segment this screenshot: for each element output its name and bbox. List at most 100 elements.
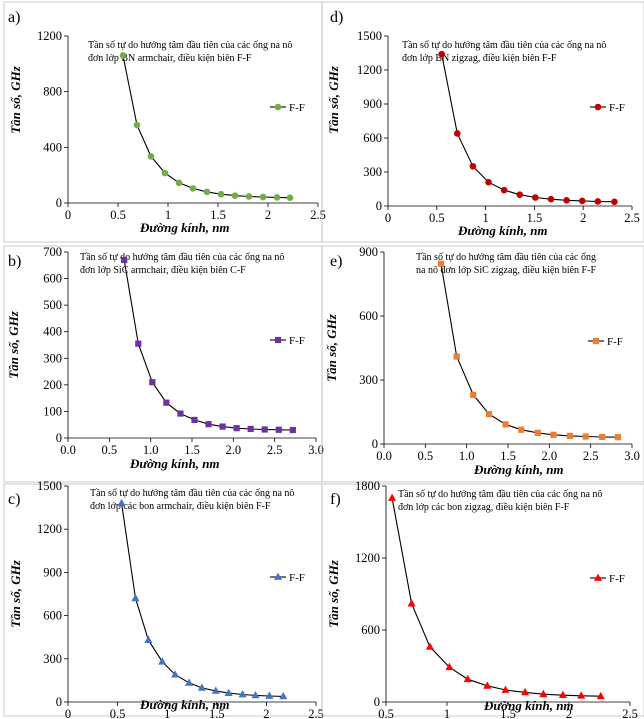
data-point: [611, 198, 618, 206]
chart-panel: c) 0 300 600 900 1200 1500 0 0.5 1 1.5 2 2.5 Đường kí…: [3, 479, 324, 719]
data-point: [289, 426, 296, 434]
x-tick-label: 1: [482, 211, 488, 225]
legend-marker: [273, 572, 283, 580]
y-tick-label: 300: [363, 165, 382, 179]
data-point: [135, 340, 142, 347]
data-point: [147, 153, 155, 160]
data-point: [594, 198, 602, 205]
y-tick-label: 700: [43, 245, 62, 259]
chart-annotation: Tần số tự do hướng tâm đầu tiên của các …: [402, 40, 606, 51]
x-tick-label: 1: [165, 208, 171, 222]
data-point: [184, 678, 194, 686]
legend-label: F-F: [289, 102, 305, 114]
x-tick-label: 2: [263, 707, 269, 719]
data-point: [265, 691, 274, 699]
panel-label: e): [330, 253, 342, 270]
y-tick-label: 900: [363, 97, 382, 111]
data-point: [388, 493, 397, 501]
data-point: [149, 379, 156, 386]
x-tick-label: 2: [566, 707, 572, 719]
x-axis-title: Đường kính, nm: [139, 220, 230, 235]
x-tick-label: 1.5: [184, 443, 200, 457]
data-point: [463, 674, 472, 683]
x-tick-label: 1.0: [459, 449, 475, 463]
y-axis-title: Tần số, GHz: [324, 313, 339, 381]
legend-marker: [594, 103, 602, 111]
x-tick-label: 0: [385, 211, 391, 225]
data-point: [161, 169, 169, 177]
data-point: [438, 50, 445, 58]
data-point: [189, 185, 197, 192]
x-axis-title: Đường kính, nm: [129, 456, 220, 471]
x-tick-label: 0.0: [376, 449, 392, 463]
chart-annotation: Tần số tự do hướng tâm đầu tiên của các …: [416, 252, 596, 263]
x-tick-label: 2.5: [310, 208, 326, 222]
data-point: [558, 690, 567, 699]
panel-label: b): [8, 253, 21, 270]
data-point: [144, 635, 153, 643]
y-tick-label: 600: [359, 309, 378, 323]
data-point: [532, 194, 539, 201]
legend-marker: [274, 336, 282, 344]
x-tick-label: 1.5: [209, 707, 225, 719]
data-point: [158, 657, 167, 665]
x-tick-label: 2.5: [624, 211, 640, 225]
y-tick-label: 1200: [37, 29, 62, 43]
data-point: [469, 163, 477, 170]
y-tick-label: 600: [43, 272, 62, 286]
chart-annotation: đơn lớp các bon armchair, điều kiện biên…: [90, 501, 271, 512]
x-tick-label: 1.5: [500, 707, 516, 719]
data-point: [550, 431, 557, 438]
x-tick-label: 0: [65, 707, 71, 719]
legend-marker: [274, 103, 282, 111]
chart-annotation: đơn lớp BN armchair, điều kiện biên F-F: [88, 53, 252, 64]
data-point: [599, 433, 606, 441]
data-point: [566, 432, 574, 439]
y-tick-label: 300: [359, 373, 378, 387]
x-tick-label: 1.5: [500, 449, 516, 463]
y-tick-label: 200: [43, 378, 62, 392]
data-point: [261, 426, 268, 433]
x-axis-title: Đường kính, nm: [483, 698, 574, 713]
x-tick-label: 3.0: [624, 449, 640, 463]
data-point: [453, 130, 461, 137]
data-point: [500, 186, 508, 194]
data-point: [563, 197, 570, 204]
chart-panel: d) 0 300 600 900 1200 1500 0 0.5 1 1.5 2 2.5 Đường kí…: [321, 1, 644, 243]
data-point: [407, 599, 416, 607]
x-tick-label: 2.5: [267, 443, 283, 457]
data-point: [279, 691, 288, 700]
data-point: [177, 410, 184, 417]
data-point: [483, 681, 492, 689]
x-tick-label: 2.5: [308, 707, 324, 719]
data-point: [539, 689, 548, 698]
y-tick-label: 900: [359, 245, 378, 259]
x-tick-label: 0.0: [60, 443, 76, 457]
y-tick-label: 400: [43, 325, 62, 339]
x-tick-label: 0.5: [378, 707, 394, 719]
y-axis-title: Tần số, GHz: [8, 65, 23, 133]
y-tick-label: 300: [43, 351, 62, 365]
y-tick-label: 1500: [357, 29, 382, 43]
data-point: [191, 416, 198, 424]
data-point: [197, 683, 206, 691]
data-point: [275, 426, 282, 433]
data-point: [518, 426, 525, 433]
data-point: [224, 688, 233, 696]
x-tick-label: 1: [444, 707, 450, 719]
data-point: [502, 421, 509, 428]
y-tick-label: 0: [374, 695, 380, 709]
data-point: [259, 193, 267, 201]
data-point: [247, 425, 254, 433]
data-point: [133, 121, 141, 129]
y-tick-label: 1200: [357, 63, 382, 77]
data-point: [117, 498, 126, 507]
x-tick-label: 2: [265, 208, 271, 222]
x-axis-title: Đường kính, nm: [473, 462, 564, 477]
chart-annotation: na nô đơn lớp SiC zigzag, điều kiện biên…: [416, 265, 596, 276]
series-line: [121, 503, 284, 697]
y-tick-label: 900: [43, 565, 62, 579]
panel-frame: [3, 483, 323, 717]
y-tick-label: 0: [56, 431, 62, 445]
